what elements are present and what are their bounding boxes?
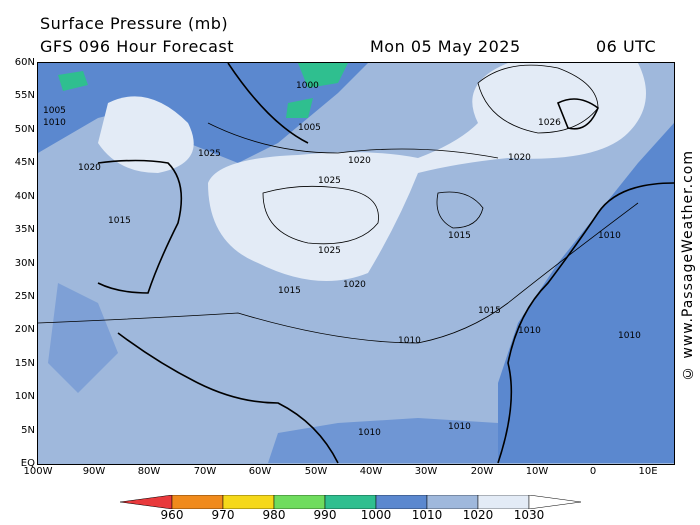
lon-label: 10E [638,466,658,477]
high-pressure-region [98,96,194,173]
isobar-label: 1025 [318,176,341,186]
site-credit: © www.PassageWeather.com [680,150,696,382]
legend-label: 990 [313,508,337,522]
legend-swatch-gt1030 [528,495,582,509]
isobar-label: 1010 [43,118,66,128]
isobar-label: 1020 [343,280,366,290]
legend-label: 1000 [360,508,392,522]
legend-swatch-1010 [426,495,479,509]
isobar-label: 1015 [478,306,501,316]
lat-label: 50N [14,124,35,135]
legend-label: 970 [211,508,235,522]
legend-swatch-960 [171,495,224,509]
lon-label: 100W [23,466,53,477]
legend-swatch-990 [324,495,377,509]
isobar-line [436,191,484,229]
isobar-label: 1010 [598,231,621,241]
isobar-line [207,122,499,159]
coastline [497,182,674,464]
legend-label: 1010 [411,508,443,522]
map-title: Surface Pressure (mb) [40,14,229,33]
legend-label: 1020 [462,508,494,522]
lat-label: 30N [14,258,35,269]
lon-label: 70W [193,466,217,477]
coastline [227,63,309,144]
forecast-time: 06 UTC [596,37,657,56]
isobar-label: 1005 [43,106,66,116]
high-pressure-region [208,63,646,281]
lon-label: 20W [470,466,494,477]
coastline [97,159,183,294]
lon-label: 50W [304,466,328,477]
low-pressure-region [498,123,674,463]
isobar-label: 1010 [358,428,381,438]
lon-label: 10W [525,466,549,477]
lat-label: 55N [14,90,35,101]
coastline [556,98,599,130]
low-pressure-region [268,418,498,463]
lat-label: 25N [14,291,35,302]
isobar-label: 1010 [448,422,471,432]
lat-label: 20N [14,324,35,335]
isobar-label: 1020 [508,153,531,163]
legend-label: 1030 [513,508,545,522]
forecast-date: Mon 05 May 2025 [370,37,521,56]
isobar-label: 1010 [398,336,421,346]
deep-low-region [286,98,313,118]
isobar-line [38,202,639,344]
isobar-label: 1010 [518,326,541,336]
lon-label: 0 [589,466,597,477]
lon-label: 90W [82,466,106,477]
legend-swatch-1000 [375,495,428,509]
isobar-label: 1015 [108,216,131,226]
lon-label: 30W [414,466,438,477]
lon-label: 40W [359,466,383,477]
lat-label: EQ [20,458,35,469]
legend-label: 960 [160,508,184,522]
legend-swatch-970 [222,495,275,509]
deep-low-region [58,71,88,91]
lat-label: 10N [14,391,35,402]
legend-label: 980 [262,508,286,522]
pressure-map: 1025 1025 1020 1020 1020 1026 1015 1015 … [37,62,675,465]
lat-label: 60N [14,57,35,68]
pressure-field: 1025 1025 1020 1020 1020 1026 1015 1015 … [38,63,674,464]
isobar-label: 1020 [78,163,101,173]
legend-swatch-lt960 [120,495,173,509]
isobar-label: 1020 [348,156,371,166]
lat-label: 35N [14,224,35,235]
lat-label: 40N [14,191,35,202]
low-pressure-region [48,283,118,393]
legend-swatch-980 [273,495,326,509]
low-pressure-region [38,63,368,163]
isobar-line [262,185,379,245]
isobar-label: 1010 [618,331,641,341]
isobar-label: 1005 [298,123,321,133]
isobar-label: 1015 [448,231,471,241]
coastline [117,332,339,464]
lon-label: 60W [248,466,272,477]
isobar-label: 1000 [296,81,319,91]
lat-label: 5N [21,425,35,436]
lat-label: 45N [14,157,35,168]
isobar-label: 1025 [318,246,341,256]
lon-label: 80W [137,466,161,477]
forecast-label: GFS 096 Hour Forecast [40,37,235,56]
isobar-label: 1025 [198,149,221,159]
pressure-legend-bar [120,495,582,509]
isobar-label: 1015 [278,286,301,296]
deep-low-region [298,63,348,88]
lat-label: 15N [14,358,35,369]
legend-swatch-1020 [477,495,530,509]
isobar-label: 1026 [538,118,561,128]
